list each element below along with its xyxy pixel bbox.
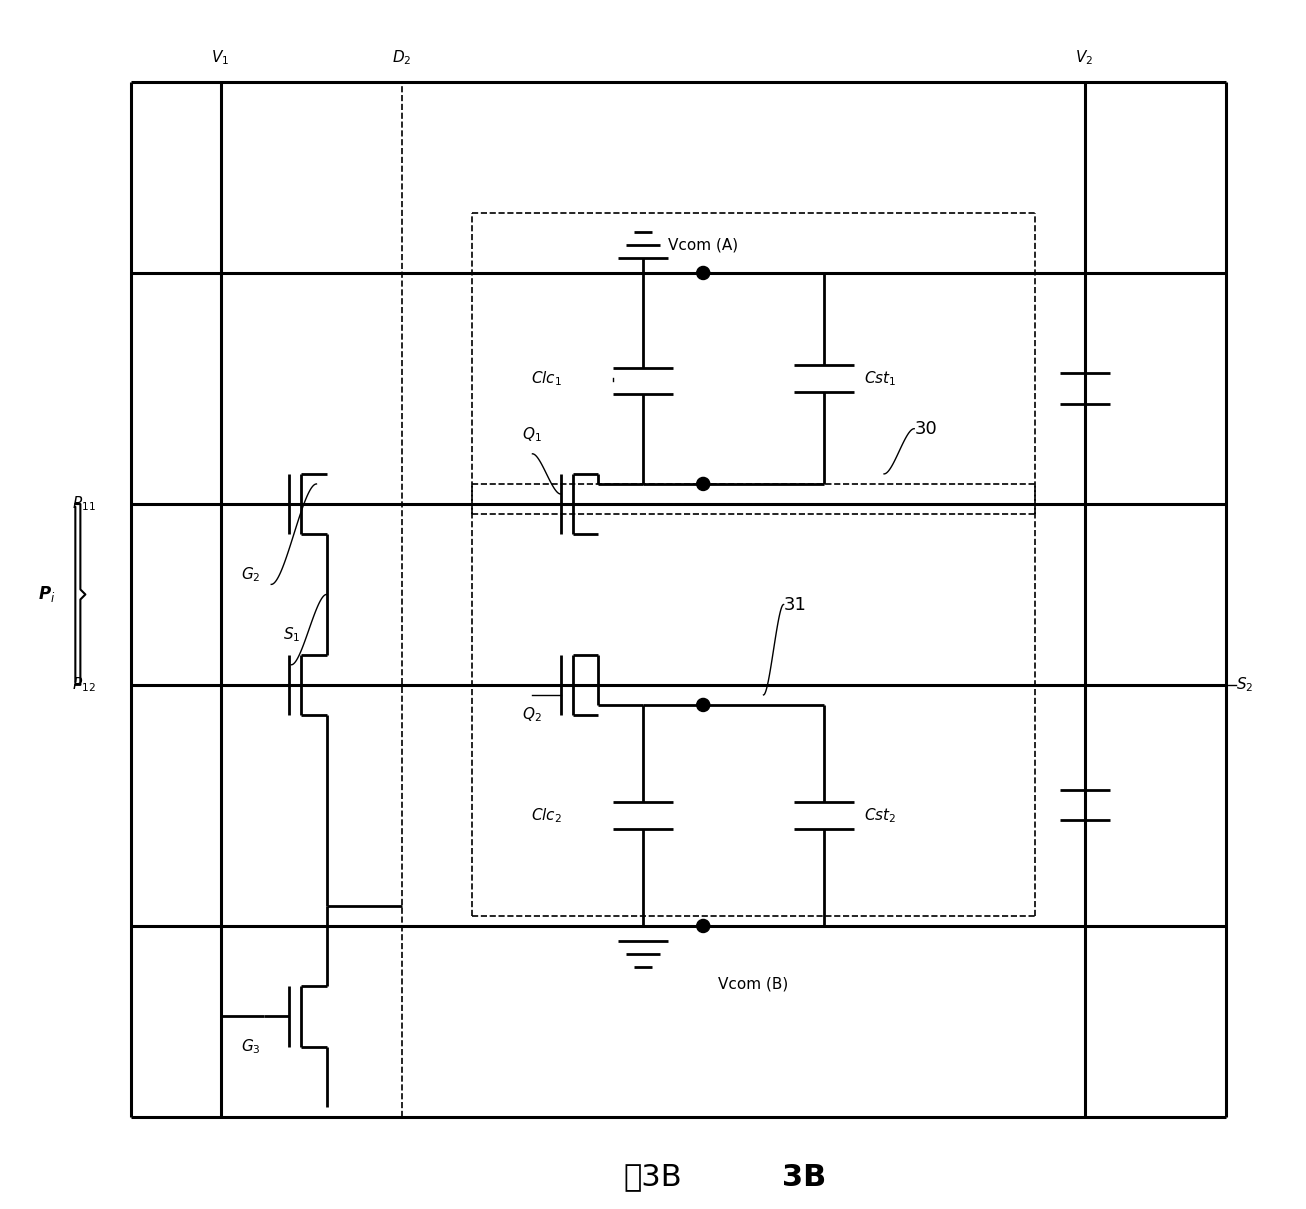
Text: S$_1$: S$_1$ (282, 625, 300, 644)
Text: Q$_2$: Q$_2$ (522, 705, 542, 724)
Text: 30: 30 (914, 420, 936, 438)
Text: 图3B: 图3B (624, 1163, 682, 1192)
Text: D$_2$: D$_2$ (392, 48, 411, 66)
Text: G$_3$: G$_3$ (242, 1037, 261, 1055)
Circle shape (696, 478, 709, 491)
Text: Clc$_1$: Clc$_1$ (532, 369, 563, 388)
Text: 3B: 3B (781, 1163, 825, 1192)
Text: S$_2$: S$_2$ (1235, 676, 1254, 694)
Circle shape (696, 699, 709, 711)
Text: 31: 31 (784, 596, 807, 613)
Circle shape (696, 266, 709, 279)
Text: Cst$_1$: Cst$_1$ (865, 369, 896, 388)
Text: V$_2$: V$_2$ (1075, 48, 1093, 66)
Text: Vcom (B): Vcom (B) (718, 976, 789, 991)
Text: V$_1$: V$_1$ (212, 48, 230, 66)
Text: Q$_1$: Q$_1$ (522, 426, 542, 444)
Text: Cst$_2$: Cst$_2$ (865, 806, 896, 825)
Text: Vcom (A): Vcom (A) (669, 238, 738, 253)
Text: Clc$_2$: Clc$_2$ (532, 806, 563, 825)
Text: P$_{12}$: P$_{12}$ (72, 676, 95, 694)
Text: P$_i$: P$_i$ (38, 584, 55, 604)
Text: P$_{11}$: P$_{11}$ (72, 494, 95, 514)
Text: G$_2$: G$_2$ (242, 565, 261, 584)
Circle shape (696, 920, 709, 932)
